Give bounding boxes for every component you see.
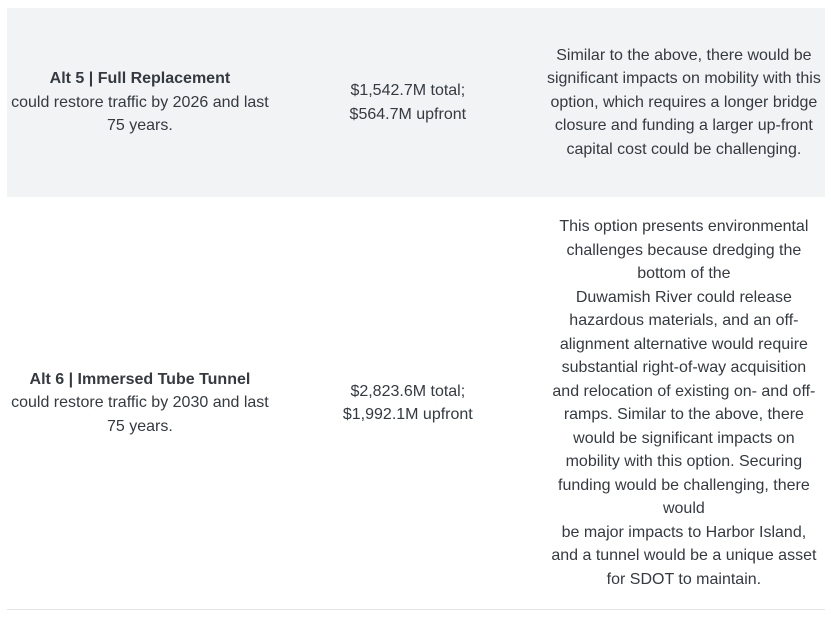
- alt6-cost: $2,823.6M total; $1,992.1M upfront: [342, 382, 473, 424]
- alt5-cost: $1,542.7M total; $564.7M upfront: [349, 82, 467, 123]
- alt5-cost-cell: $1,542.7M total; $564.7M upfront: [273, 8, 543, 197]
- alt6-name-block: Alt 6 | Immersed Tube Tunnel could resto…: [11, 368, 269, 439]
- alt6-commentary: This option presents environmental chall…: [551, 218, 817, 588]
- table-row-alt5: Alt 5 | Full Replacement could restore t…: [7, 8, 825, 197]
- alt6-name-cell: Alt 6 | Immersed Tube Tunnel could resto…: [7, 197, 273, 609]
- alt5-name: Alt 5 | Full Replacement: [49, 70, 231, 88]
- alternatives-table: Alt 5 | Full Replacement could restore t…: [7, 8, 825, 610]
- alt5-description: could restore traffic by 2026 and last 7…: [11, 93, 269, 135]
- alt5-commentary-cell: Similar to the above, there would be sig…: [543, 8, 825, 197]
- alt5-name-cell: Alt 5 | Full Replacement could restore t…: [7, 8, 273, 197]
- alt6-cost-cell: $2,823.6M total; $1,992.1M upfront: [273, 197, 543, 609]
- alt6-name: Alt 6 | Immersed Tube Tunnel: [29, 370, 251, 388]
- alt6-description: could restore traffic by 2030 and last 7…: [11, 394, 269, 435]
- alt5-commentary: Similar to the above, there would be sig…: [546, 46, 821, 158]
- alt5-name-block: Alt 5 | Full Replacement could restore t…: [11, 67, 269, 138]
- alt6-commentary-cell: This option presents environmental chall…: [543, 197, 825, 609]
- table-row-alt6: Alt 6 | Immersed Tube Tunnel could resto…: [7, 197, 825, 609]
